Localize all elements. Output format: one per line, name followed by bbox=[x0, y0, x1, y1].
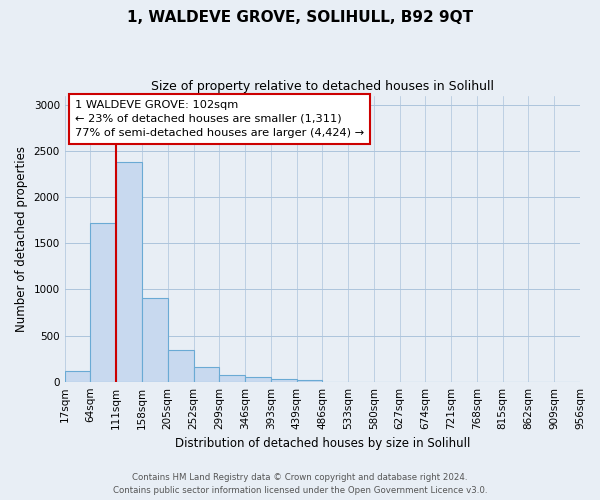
Bar bbox=[91, 223, 116, 382]
Bar bbox=[168, 350, 193, 382]
Bar bbox=[219, 375, 245, 382]
Bar bbox=[193, 368, 219, 382]
Bar bbox=[271, 379, 296, 382]
Bar bbox=[245, 376, 271, 382]
Bar bbox=[65, 370, 91, 382]
Bar bbox=[142, 298, 168, 382]
Text: 1, WALDEVE GROVE, SOLIHULL, B92 9QT: 1, WALDEVE GROVE, SOLIHULL, B92 9QT bbox=[127, 10, 473, 25]
Bar bbox=[296, 380, 322, 382]
Text: 1 WALDEVE GROVE: 102sqm
← 23% of detached houses are smaller (1,311)
77% of semi: 1 WALDEVE GROVE: 102sqm ← 23% of detache… bbox=[75, 100, 364, 138]
Y-axis label: Number of detached properties: Number of detached properties bbox=[15, 146, 28, 332]
Bar bbox=[116, 162, 142, 382]
X-axis label: Distribution of detached houses by size in Solihull: Distribution of detached houses by size … bbox=[175, 437, 470, 450]
Text: Contains HM Land Registry data © Crown copyright and database right 2024.
Contai: Contains HM Land Registry data © Crown c… bbox=[113, 474, 487, 495]
Title: Size of property relative to detached houses in Solihull: Size of property relative to detached ho… bbox=[151, 80, 494, 93]
